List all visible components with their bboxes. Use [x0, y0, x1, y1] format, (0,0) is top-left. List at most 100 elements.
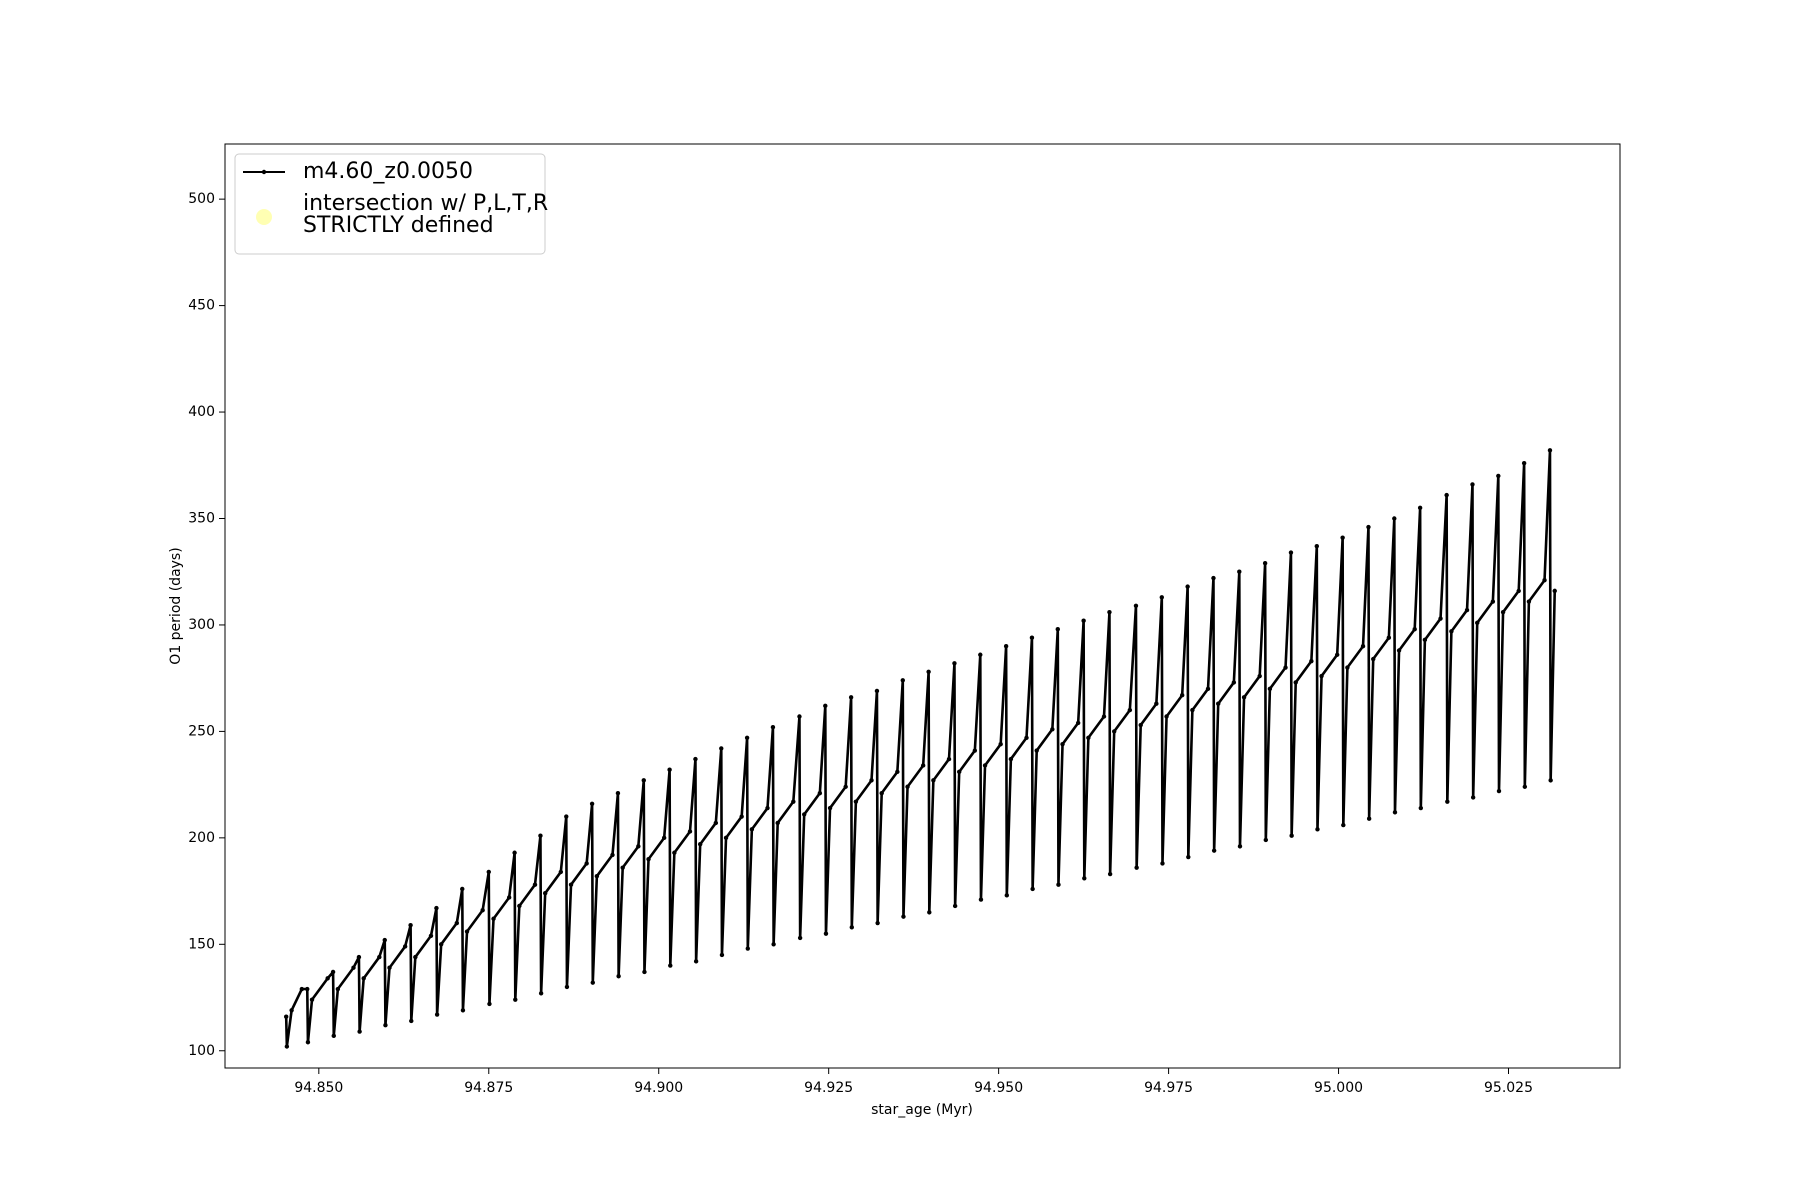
series-point: [849, 925, 854, 930]
series-point: [1263, 837, 1269, 843]
series-point: [1547, 448, 1553, 453]
series-point: [982, 763, 988, 768]
series-point: [428, 933, 434, 938]
series-point: [356, 954, 362, 960]
series-point: [330, 969, 336, 975]
series-point: [331, 1033, 336, 1039]
series-point: [438, 942, 444, 947]
series-point: [978, 652, 983, 657]
series-point: [464, 929, 470, 934]
series-point: [1366, 524, 1371, 530]
series-point: [1386, 635, 1392, 640]
series-point: [998, 741, 1003, 747]
series-point: [1190, 707, 1195, 713]
series-point: [480, 908, 485, 913]
x-axis-label: star_age (Myr): [871, 1102, 973, 1118]
series-point: [771, 942, 776, 947]
series-point: [1522, 784, 1528, 789]
series-point: [1345, 665, 1350, 670]
series-point: [1417, 505, 1423, 511]
series-point: [1107, 871, 1113, 877]
series-point: [454, 920, 460, 926]
series-point: [765, 805, 770, 811]
series-point: [1185, 584, 1190, 589]
series-point: [1055, 627, 1060, 632]
series-point: [517, 903, 522, 909]
series-point: [1133, 603, 1139, 608]
series-point: [486, 869, 491, 875]
series-point: [542, 891, 548, 896]
legend-marker: [256, 209, 272, 225]
series-point: [299, 986, 305, 992]
legend-marker: [261, 169, 267, 175]
series-point: [1081, 618, 1086, 623]
series-point: [1445, 799, 1450, 804]
legend-label: m4.60_z0.0050: [303, 159, 473, 184]
series-point: [1029, 635, 1035, 640]
series-point: [749, 827, 755, 832]
series-point: [1496, 788, 1502, 794]
y-tick-label: 350: [188, 510, 215, 526]
series-point: [957, 769, 962, 775]
y-tick-label: 150: [188, 936, 215, 952]
series-point: [719, 952, 725, 958]
series-point: [1438, 616, 1443, 621]
series-point: [305, 1040, 311, 1045]
series-point: [558, 869, 564, 875]
series-point: [1475, 620, 1480, 626]
series-point: [672, 850, 677, 855]
series-point: [620, 865, 625, 870]
series-point: [283, 1014, 289, 1019]
series-point: [1366, 816, 1372, 821]
series-point: [589, 801, 595, 806]
series-point: [869, 778, 874, 783]
series-point: [538, 833, 543, 838]
x-tick-label: 94.900: [634, 1080, 683, 1096]
series-point: [1134, 865, 1139, 870]
series-point: [823, 931, 829, 936]
x-tick-label: 94.950: [974, 1080, 1023, 1096]
x-tick-label: 94.875: [464, 1080, 513, 1096]
series-point: [770, 724, 776, 730]
legend-frame: [234, 153, 546, 255]
series-point: [1490, 599, 1496, 604]
series-point: [1231, 680, 1237, 685]
series-point: [1237, 569, 1242, 574]
series-point: [1371, 656, 1376, 662]
series-point: [927, 910, 932, 915]
series-point: [879, 790, 884, 796]
series-point: [568, 882, 574, 887]
series-point: [1060, 741, 1065, 747]
plot-frame: [224, 143, 1621, 1069]
series-point: [687, 829, 693, 834]
series-point: [1334, 652, 1340, 657]
series-point: [905, 784, 910, 789]
legend-label: intersection w/ P,L,T,R STRICTLY defined: [303, 191, 548, 238]
series-point: [1008, 756, 1014, 762]
series-point: [1082, 876, 1087, 881]
series-point: [1309, 658, 1314, 664]
series-point: [564, 814, 569, 819]
series-point: [564, 984, 570, 990]
series-point: [387, 965, 392, 970]
series-point: [744, 735, 750, 740]
series-point: [1164, 714, 1169, 719]
y-tick-label: 400: [188, 404, 215, 420]
series-point: [1289, 833, 1294, 838]
series-point: [513, 997, 518, 1002]
x-tick-label: 94.925: [804, 1080, 853, 1096]
series-point: [1449, 629, 1454, 634]
series-point: [512, 850, 517, 855]
series-point: [1024, 735, 1029, 740]
series-point: [1267, 686, 1273, 692]
series-point: [1288, 550, 1294, 555]
series-point: [460, 1008, 466, 1013]
series-point: [952, 661, 957, 666]
series-point: [926, 669, 931, 674]
series-point: [1360, 644, 1366, 649]
series-point: [1030, 886, 1035, 892]
series-point: [1216, 701, 1221, 706]
y-tick-label: 300: [188, 617, 215, 633]
series-point: [610, 852, 615, 858]
series-point: [719, 746, 724, 751]
